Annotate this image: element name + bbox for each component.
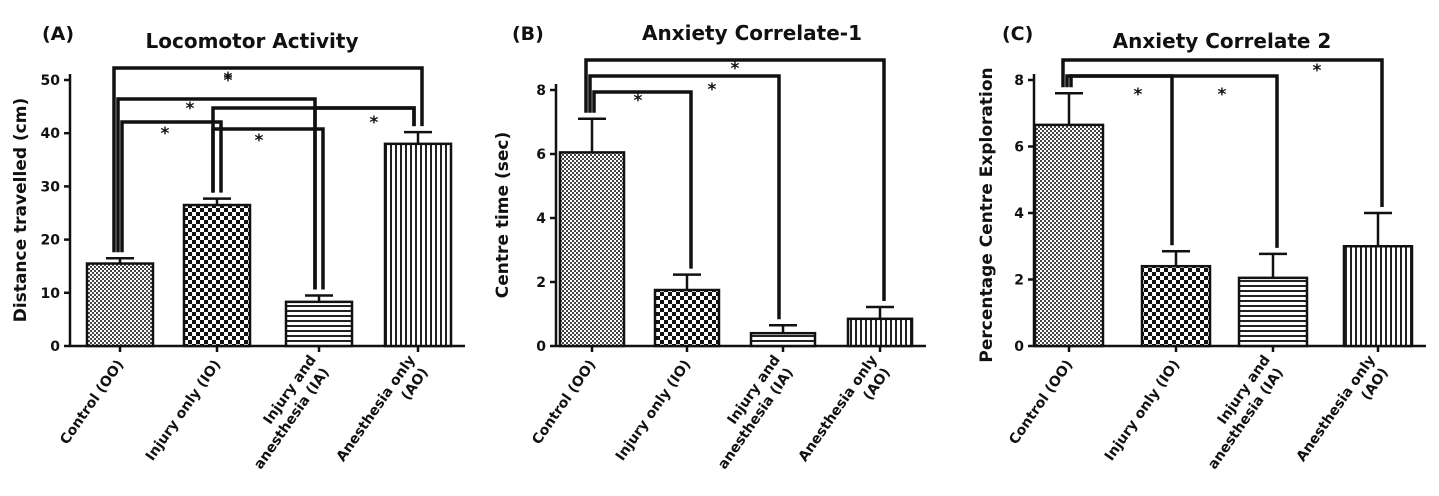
chart-panel-b: (B) Anxiety Correlate-1 Centre time (sec…	[493, 21, 926, 476]
significance-star: *	[224, 71, 233, 91]
y-tick-label: 50	[41, 73, 61, 89]
y-tick-label: 6	[536, 147, 546, 163]
bar-1	[182, 203, 252, 348]
x-tick-label-line: Anesthesia only	[1293, 353, 1378, 465]
x-tick-label: Injury only (IO)	[613, 357, 694, 464]
significance-bracket	[584, 58, 886, 301]
x-tick-label: Anesthesia only(AO)	[795, 353, 895, 476]
y-tick-label: 2	[1014, 273, 1024, 289]
significance-bracket	[313, 106, 416, 290]
y-tick-label: 40	[41, 126, 61, 142]
bar-3	[383, 142, 453, 348]
bar-0	[1033, 123, 1105, 348]
x-tick-label: Injury andanesthesia (IA)	[236, 353, 334, 473]
x-tick-label-line: Control (OO)	[529, 357, 599, 448]
y-axis-label: Percentage Centre Exploration	[977, 67, 997, 362]
significance-star: *	[161, 124, 170, 144]
significance-bracket	[588, 74, 781, 320]
x-tick-label: Control (OO)	[1006, 357, 1076, 448]
x-tick-label: Injury only (IO)	[1102, 357, 1183, 464]
significance-star: *	[1313, 61, 1322, 81]
y-tick-label: 0	[536, 339, 546, 355]
y-axis-label: Distance travelled (cm)	[11, 98, 31, 322]
bar-1	[1140, 264, 1212, 348]
significance-star: *	[255, 131, 264, 151]
significance-bracket	[1069, 74, 1279, 248]
x-tick-label: Injury andanesthesia (IA)	[700, 353, 798, 473]
panel-label: (B)	[512, 23, 544, 45]
bar-3	[846, 317, 914, 348]
x-tick-label-line: Injury only (IO)	[613, 357, 694, 464]
x-tick-label: Injury andanesthesia (IA)	[1190, 353, 1288, 473]
panel-label: (A)	[42, 23, 74, 45]
panel-label: (C)	[1002, 23, 1033, 45]
y-tick-label: 0	[1014, 339, 1024, 355]
bar-2	[1237, 276, 1309, 348]
y-tick-label: 4	[536, 211, 546, 227]
chart-title: Anxiety Correlate 2	[1113, 29, 1332, 53]
y-tick-label: 8	[536, 83, 546, 99]
x-tick-label-line: Control (OO)	[57, 357, 127, 448]
y-tick-label: 4	[1014, 206, 1024, 222]
y-tick-label: 2	[536, 275, 546, 291]
bar-0	[85, 262, 155, 348]
x-tick-label-line: Injury only (IO)	[1102, 357, 1183, 464]
chart-panel-c: (C) Anxiety Correlate 2 Percentage Centr…	[977, 23, 1426, 476]
significance-star: *	[731, 59, 740, 79]
x-tick-label-line: Anesthesia only	[795, 353, 880, 465]
significance-bracket	[211, 127, 325, 290]
significance-star: *	[224, 69, 233, 89]
y-tick-label: 30	[41, 179, 61, 195]
x-tick-label: Anesthesia only(AO)	[1293, 353, 1393, 476]
significance-bracket	[592, 90, 693, 269]
x-tick-label-line: Injury only (IO)	[143, 357, 224, 464]
significance-star: *	[708, 80, 717, 100]
significance-star: *	[1134, 85, 1143, 105]
bar-2	[284, 300, 354, 348]
y-tick-label: 10	[41, 286, 61, 302]
significance-bracket	[1061, 58, 1384, 207]
bar-3	[1342, 245, 1414, 348]
y-tick-label: 6	[1014, 140, 1024, 156]
significance-bracket	[120, 120, 223, 253]
y-axis-label: Centre time (sec)	[493, 132, 513, 298]
y-tick-label: 0	[50, 339, 60, 355]
bar-0	[558, 151, 626, 348]
significance-star: *	[634, 91, 643, 111]
x-tick-label: Injury only (IO)	[143, 357, 224, 464]
y-tick-label: 8	[1014, 73, 1024, 89]
x-tick-label-line: Control (OO)	[1006, 357, 1076, 448]
x-tick-label: Control (OO)	[57, 357, 127, 448]
y-tick-label: 20	[41, 233, 61, 249]
significance-bracket	[112, 66, 424, 253]
chart-title: Locomotor Activity	[145, 29, 358, 53]
bar-2	[749, 331, 817, 348]
chart-panel-a: (A) Locomotor Activity Distance travelle…	[11, 23, 465, 476]
bar-1	[653, 288, 721, 348]
x-tick-label-line: Anesthesia only	[333, 353, 418, 465]
significance-star: *	[370, 113, 379, 133]
significance-star: *	[186, 99, 195, 119]
chart-title: Anxiety Correlate-1	[642, 21, 862, 45]
x-tick-label: Control (OO)	[529, 357, 599, 448]
x-tick-label: Anesthesia only(AO)	[333, 353, 433, 476]
significance-star: *	[1218, 85, 1227, 105]
